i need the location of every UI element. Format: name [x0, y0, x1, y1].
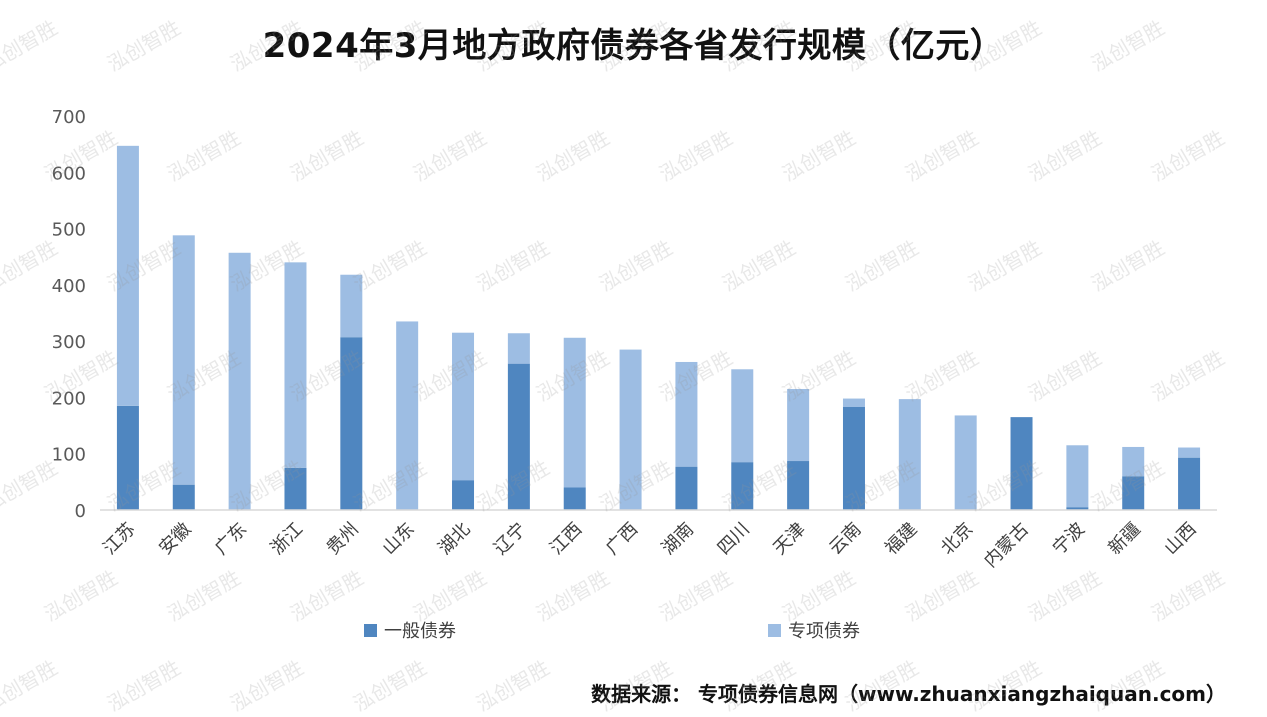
x-tick-label: 安徽 [155, 519, 195, 559]
bar-special-12 [787, 388, 810, 462]
y-tick-label: 200 [52, 388, 86, 409]
bar-general-11 [731, 462, 754, 510]
y-tick-label: 300 [52, 332, 86, 353]
bar-general-10 [675, 466, 698, 510]
x-tick-label: 福建 [881, 519, 921, 559]
x-tick-label: 湖北 [434, 519, 474, 559]
bar-special-19 [1178, 447, 1201, 458]
x-axis-labels: 江苏 安徽 广东 浙江 贵州 山东 湖北 辽宁 江西 广西 湖南 四川 天津 云南 福建 北京 内蒙古 宁波 新疆山… [99, 519, 1200, 572]
bar-special-8 [563, 337, 586, 488]
x-tick-label: 江苏 [99, 519, 139, 559]
x-tick-label: 浙江 [267, 519, 307, 559]
x-tick-label: 四川 [714, 519, 754, 559]
bar-special-0 [116, 145, 139, 406]
x-tick-label: 辽宁 [490, 519, 530, 559]
bar-general-0 [116, 405, 139, 510]
bar-general-6 [452, 480, 475, 510]
bar-general-19 [1178, 457, 1201, 510]
bar-general-1 [172, 484, 195, 510]
bar-special-9 [619, 349, 642, 510]
bar-special-15 [954, 415, 977, 510]
legend: 一般债券 专项债券 [364, 621, 860, 642]
x-tick-label: 山西 [1160, 519, 1200, 559]
x-tick-label: 内蒙古 [980, 519, 1033, 572]
y-tick-label: 500 [52, 220, 86, 241]
y-tick-label: 700 [52, 107, 86, 128]
legend-label: 专项债券 [788, 621, 860, 642]
bar-special-18 [1122, 446, 1145, 477]
x-tick-label: 北京 [937, 519, 977, 559]
bars [116, 145, 1201, 510]
bar-general-13 [842, 406, 865, 510]
bar-special-6 [452, 332, 475, 481]
x-tick-label: 江西 [546, 519, 586, 559]
y-tick-label: 600 [52, 163, 86, 184]
bar-general-12 [787, 461, 810, 510]
bar-special-3 [284, 262, 307, 468]
bar-general-8 [563, 487, 586, 510]
bar-special-17 [1066, 445, 1089, 508]
y-axis: 0 100 200 300 400 500 600 700 [52, 107, 86, 522]
y-tick-label: 400 [52, 276, 86, 297]
x-tick-label: 宁波 [1049, 519, 1089, 559]
x-tick-label: 山东 [378, 519, 418, 559]
bar-general-4 [340, 337, 363, 510]
bar-special-1 [172, 235, 195, 485]
legend-swatch [364, 624, 377, 637]
bar-general-3 [284, 467, 307, 510]
bar-special-5 [396, 321, 419, 510]
bar-special-4 [340, 274, 363, 338]
bar-special-10 [675, 361, 698, 467]
legend-swatch [768, 624, 781, 637]
x-tick-label: 新疆 [1104, 519, 1144, 559]
x-tick-label: 天津 [769, 519, 809, 559]
bar-special-7 [507, 333, 530, 364]
x-tick-label: 广西 [602, 519, 642, 559]
bar-special-14 [898, 399, 921, 510]
bar-general-17 [1066, 507, 1089, 510]
y-tick-label: 100 [52, 445, 86, 466]
bar-special-13 [842, 398, 865, 407]
bar-general-7 [507, 363, 530, 510]
bar-special-2 [228, 252, 251, 510]
chart-title: 2024年3月地方政府债券各省发行规模（亿元） [262, 26, 1005, 66]
x-tick-label: 贵州 [323, 519, 363, 559]
y-tick-label: 0 [75, 501, 86, 522]
legend-label: 一般债券 [384, 621, 456, 642]
bar-special-11 [731, 369, 754, 463]
x-tick-label: 广东 [211, 519, 251, 559]
x-tick-label: 湖南 [658, 519, 698, 559]
x-tick-label: 云南 [825, 519, 865, 559]
bar-general-18 [1122, 476, 1145, 510]
bar-general-16 [1010, 417, 1033, 510]
source-note: 数据来源： 专项债券信息网（www.zhuanxiangzhaiquan.com… [591, 682, 1226, 706]
